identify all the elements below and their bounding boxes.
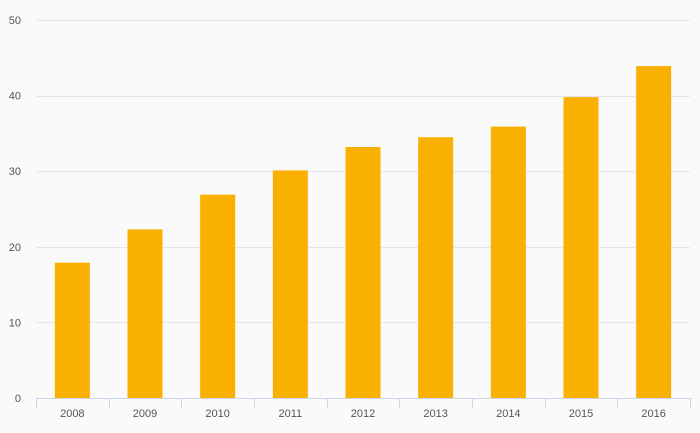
y-tick-label: 40 — [9, 91, 21, 103]
bar — [272, 170, 308, 398]
y-tick-label: 0 — [15, 393, 21, 405]
bar — [200, 194, 236, 398]
bar — [345, 147, 381, 398]
x-tick-label: 2015 — [569, 408, 593, 420]
bar — [127, 229, 163, 398]
x-tick-label: 2010 — [205, 408, 229, 420]
bar — [418, 137, 454, 398]
y-tick-label: 20 — [9, 242, 21, 254]
y-tick-label: 30 — [9, 166, 21, 178]
y-tick-label: 10 — [9, 317, 21, 329]
x-tick-label: 2013 — [423, 408, 447, 420]
x-axis — [36, 398, 691, 408]
bar — [54, 262, 90, 398]
bars — [54, 66, 672, 398]
bar — [563, 97, 599, 398]
y-tick-label: 50 — [9, 15, 21, 27]
x-tick-label: 2011 — [279, 408, 303, 420]
x-tick-label: 2009 — [133, 408, 157, 420]
y-axis-tick-labels: 0 10 20 30 40 50 — [9, 15, 21, 405]
bar — [490, 126, 526, 398]
x-tick-label: 2014 — [496, 408, 520, 420]
bar — [636, 66, 672, 398]
x-axis-tick-labels: 2008 2009 2010 2011 2012 2013 2014 2015 2016 — [60, 408, 666, 420]
x-tick-label: 2008 — [60, 408, 84, 420]
x-tick-label: 2012 — [351, 408, 375, 420]
x-tick-label: 2016 — [641, 408, 665, 420]
